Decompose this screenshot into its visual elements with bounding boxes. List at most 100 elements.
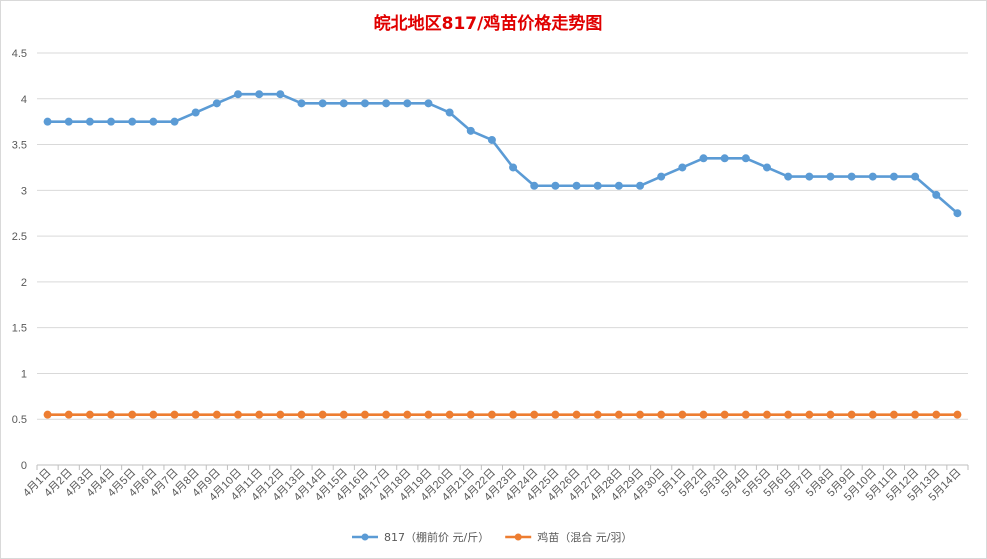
- data-point[interactable]: [911, 172, 920, 181]
- data-point[interactable]: [784, 172, 793, 181]
- data-point[interactable]: [318, 410, 327, 419]
- data-point[interactable]: [64, 117, 73, 126]
- data-point[interactable]: [107, 410, 116, 419]
- data-point[interactable]: [932, 410, 941, 419]
- data-point[interactable]: [762, 163, 771, 172]
- y-tick-label: 4.5: [12, 48, 27, 60]
- data-point[interactable]: [149, 410, 158, 419]
- data-point[interactable]: [741, 154, 750, 163]
- data-point[interactable]: [657, 410, 666, 419]
- data-point[interactable]: [551, 181, 560, 190]
- data-point[interactable]: [847, 172, 856, 181]
- data-point[interactable]: [64, 410, 73, 419]
- data-point[interactable]: [149, 117, 158, 126]
- y-tick-label: 1.5: [12, 323, 27, 335]
- x-axis-ticks: 4月1日4月2日4月3日4月4日4月5日4月6日4月7日4月8日4月9日4月10…: [21, 467, 964, 504]
- data-point[interactable]: [762, 410, 771, 419]
- data-point[interactable]: [805, 410, 814, 419]
- data-point[interactable]: [911, 410, 920, 419]
- legend[interactable]: 817（棚前价 元/斤） 鸡苗（混合 元/羽）: [352, 530, 632, 544]
- data-point[interactable]: [636, 410, 645, 419]
- data-point[interactable]: [678, 163, 687, 172]
- data-point[interactable]: [318, 99, 327, 108]
- data-point[interactable]: [360, 99, 369, 108]
- legend-item-1[interactable]: 817（棚前价 元/斤）: [352, 530, 489, 544]
- data-point[interactable]: [509, 163, 518, 172]
- data-point[interactable]: [424, 99, 433, 108]
- data-point[interactable]: [614, 181, 623, 190]
- data-point[interactable]: [509, 410, 518, 419]
- data-point[interactable]: [614, 410, 623, 419]
- data-point[interactable]: [297, 410, 306, 419]
- data-point[interactable]: [868, 172, 877, 181]
- data-point[interactable]: [530, 410, 539, 419]
- data-point[interactable]: [212, 99, 221, 108]
- y-tick-label: 0: [21, 460, 27, 472]
- data-point[interactable]: [107, 117, 116, 126]
- data-point[interactable]: [593, 181, 602, 190]
- data-point[interactable]: [212, 410, 221, 419]
- data-point[interactable]: [191, 410, 200, 419]
- data-point[interactable]: [85, 117, 94, 126]
- data-point[interactable]: [932, 190, 941, 199]
- data-point[interactable]: [191, 108, 200, 117]
- data-point[interactable]: [551, 410, 560, 419]
- data-point[interactable]: [826, 410, 835, 419]
- data-point[interactable]: [699, 154, 708, 163]
- data-point[interactable]: [128, 410, 137, 419]
- y-tick-label: 2: [21, 277, 27, 289]
- data-point[interactable]: [445, 108, 454, 117]
- data-point[interactable]: [85, 410, 94, 419]
- data-point[interactable]: [953, 410, 962, 419]
- data-point[interactable]: [43, 117, 52, 126]
- data-point[interactable]: [255, 410, 264, 419]
- data-point[interactable]: [572, 181, 581, 190]
- data-point[interactable]: [466, 126, 475, 135]
- y-tick-label: 2.5: [12, 231, 27, 243]
- data-point[interactable]: [276, 410, 285, 419]
- data-point[interactable]: [593, 410, 602, 419]
- y-tick-label: 1: [21, 368, 27, 380]
- legend-item-2[interactable]: 鸡苗（混合 元/羽）: [505, 530, 632, 544]
- data-point[interactable]: [234, 410, 243, 419]
- data-point[interactable]: [572, 410, 581, 419]
- data-point[interactable]: [784, 410, 793, 419]
- data-point[interactable]: [360, 410, 369, 419]
- data-point[interactable]: [487, 135, 496, 144]
- data-point[interactable]: [678, 410, 687, 419]
- data-point[interactable]: [255, 90, 264, 99]
- data-point[interactable]: [424, 410, 433, 419]
- data-point[interactable]: [170, 117, 179, 126]
- data-point[interactable]: [805, 172, 814, 181]
- y-tick-label: 3: [21, 185, 27, 197]
- data-point[interactable]: [826, 172, 835, 181]
- data-point[interactable]: [403, 410, 412, 419]
- data-point[interactable]: [234, 90, 243, 99]
- data-point[interactable]: [276, 90, 285, 99]
- data-point[interactable]: [487, 410, 496, 419]
- data-point[interactable]: [889, 410, 898, 419]
- data-point[interactable]: [868, 410, 877, 419]
- data-point[interactable]: [636, 181, 645, 190]
- series-line: [46, 92, 959, 215]
- data-point[interactable]: [741, 410, 750, 419]
- data-point[interactable]: [297, 99, 306, 108]
- data-point[interactable]: [699, 410, 708, 419]
- data-point[interactable]: [128, 117, 137, 126]
- data-point[interactable]: [720, 410, 729, 419]
- data-point[interactable]: [657, 172, 666, 181]
- data-point[interactable]: [339, 99, 348, 108]
- data-point[interactable]: [170, 410, 179, 419]
- data-point[interactable]: [953, 209, 962, 218]
- data-point[interactable]: [530, 181, 539, 190]
- data-point[interactable]: [382, 99, 391, 108]
- data-point[interactable]: [382, 410, 391, 419]
- data-point[interactable]: [339, 410, 348, 419]
- data-point[interactable]: [466, 410, 475, 419]
- data-point[interactable]: [43, 410, 52, 419]
- data-point[interactable]: [889, 172, 898, 181]
- data-point[interactable]: [847, 410, 856, 419]
- data-point[interactable]: [720, 154, 729, 163]
- data-point[interactable]: [403, 99, 412, 108]
- data-point[interactable]: [445, 410, 454, 419]
